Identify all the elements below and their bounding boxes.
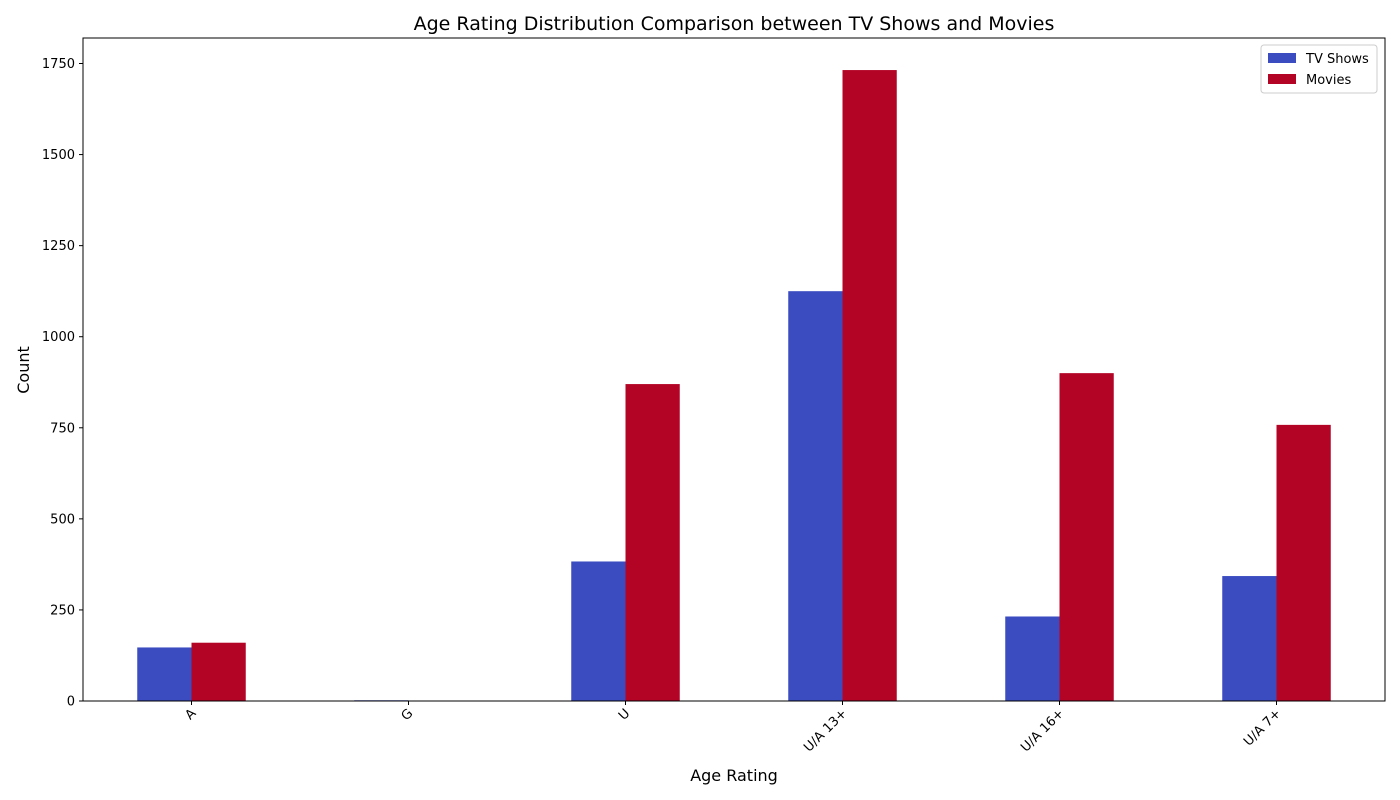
legend: TV Shows Movies [1260,44,1378,94]
x-tick-label: U [616,706,633,723]
plot-area [137,70,1331,702]
bar [1222,576,1277,701]
x-axis-title: Age Rating [690,766,778,785]
legend-swatch [1268,53,1296,63]
legend-label: Movies [1306,73,1351,88]
bar [625,384,680,701]
y-tick-label: 250 [50,603,75,618]
y-tick-label: 0 [67,695,75,710]
y-tick-label: 500 [50,512,75,527]
x-tick-label: A [182,706,199,723]
bar [1276,424,1331,701]
bar [137,647,192,701]
y-axis-title: Count [14,346,33,394]
x-tick-label: U/A 13+ [801,706,850,755]
bar [191,642,246,701]
x-tick-label: G [399,706,417,724]
legend-swatch [1268,74,1296,84]
bar [788,291,843,701]
y-tick-label: 1250 [42,239,75,254]
chart-title: Age Rating Distribution Comparison betwe… [414,13,1055,35]
bar [842,70,897,702]
x-tick-label: U/A 7+ [1241,706,1284,749]
y-tick-label: 1000 [42,330,75,345]
y-tick-label: 750 [50,421,75,436]
bar [1005,616,1060,701]
legend-label: TV Shows [1305,52,1369,67]
bar [571,561,626,701]
axes-frame [82,37,1386,702]
x-tick-label: U/A 16+ [1018,706,1067,755]
bar [1059,373,1114,701]
y-tick-label: 1750 [42,57,75,72]
y-tick-label: 1500 [42,148,75,163]
